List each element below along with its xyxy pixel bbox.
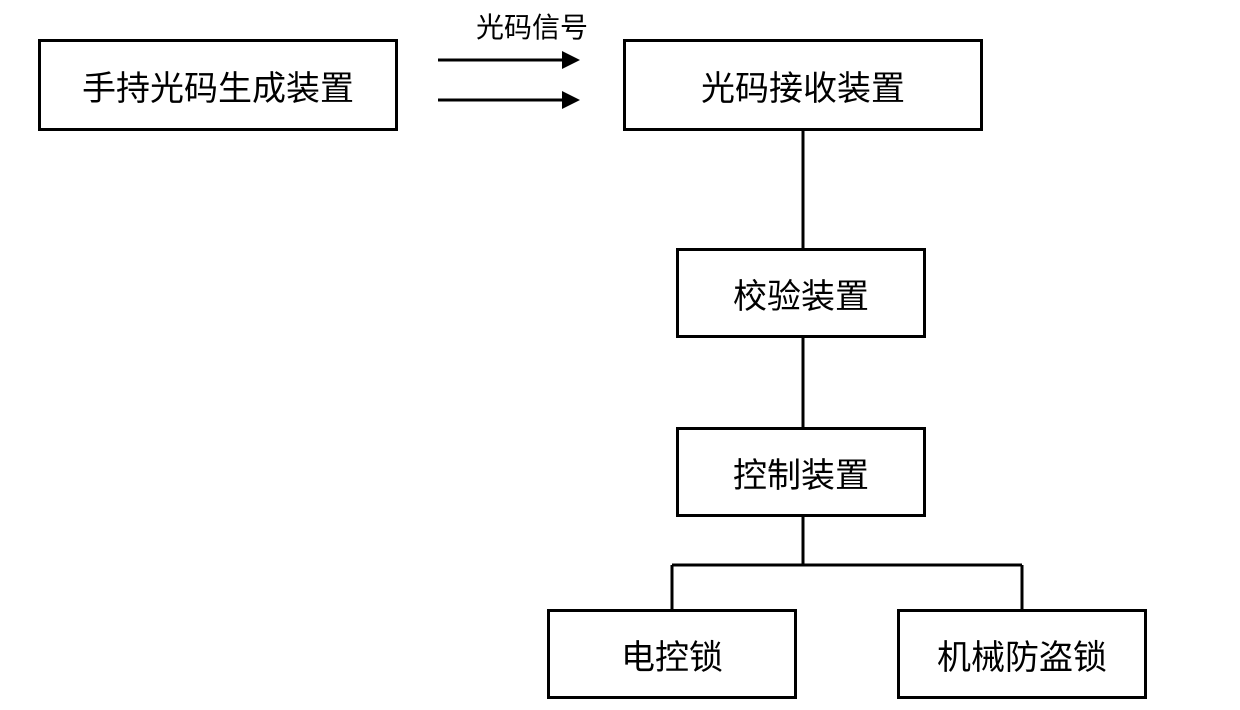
node-elock: 电控锁 [547, 609, 797, 699]
node-receiver: 光码接收装置 [623, 39, 983, 131]
node-controller-label: 控制装置 [733, 448, 869, 497]
node-controller: 控制装置 [676, 427, 926, 517]
node-mlock: 机械防盗锁 [897, 609, 1147, 699]
node-receiver-label: 光码接收装置 [701, 61, 905, 110]
signal-label-text: 光码信号 [476, 13, 588, 44]
signal-label: 光码信号 [476, 6, 588, 46]
diagram-stage: 手持光码生成装置 光码接收装置 校验装置 控制装置 电控锁 机械防盗锁 光码信号 [0, 0, 1240, 710]
node-generator: 手持光码生成装置 [38, 39, 398, 131]
node-verifier: 校验装置 [676, 248, 926, 338]
node-generator-label: 手持光码生成装置 [82, 61, 354, 110]
node-mlock-label: 机械防盗锁 [937, 630, 1107, 679]
node-elock-label: 电控锁 [621, 630, 723, 679]
node-verifier-label: 校验装置 [733, 269, 869, 318]
